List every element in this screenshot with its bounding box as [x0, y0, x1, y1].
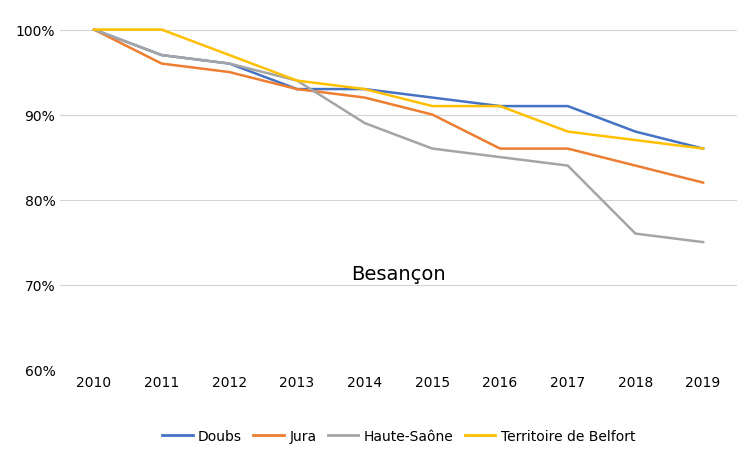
Territoire de Belfort [225, 53, 234, 59]
Jura [699, 180, 708, 186]
Doubs [496, 104, 505, 110]
Territoire de Belfort [563, 129, 572, 135]
Doubs [89, 28, 99, 33]
Jura [89, 28, 99, 33]
Line: Territoire de Belfort: Territoire de Belfort [94, 31, 703, 149]
Jura [496, 147, 505, 152]
Haute-Saône [360, 121, 369, 127]
Haute-Saône [428, 147, 437, 152]
Jura [293, 87, 302, 92]
Doubs [699, 147, 708, 152]
Line: Doubs: Doubs [94, 31, 703, 149]
Jura [157, 62, 166, 67]
Haute-Saône [89, 28, 99, 33]
Jura [360, 96, 369, 101]
Haute-Saône [563, 164, 572, 169]
Haute-Saône [496, 155, 505, 161]
Doubs [563, 104, 572, 110]
Territoire de Belfort [293, 78, 302, 84]
Line: Jura: Jura [94, 31, 703, 183]
Haute-Saône [293, 78, 302, 84]
Doubs [360, 87, 369, 92]
Legend: Doubs, Jura, Haute-Saône, Territoire de Belfort: Doubs, Jura, Haute-Saône, Territoire de … [156, 423, 641, 448]
Jura [563, 147, 572, 152]
Text: Besançon: Besançon [351, 264, 446, 283]
Territoire de Belfort [157, 28, 166, 33]
Line: Haute-Saône: Haute-Saône [94, 31, 703, 243]
Haute-Saône [225, 62, 234, 67]
Territoire de Belfort [360, 87, 369, 92]
Doubs [631, 129, 640, 135]
Jura [225, 70, 234, 76]
Territoire de Belfort [89, 28, 99, 33]
Territoire de Belfort [699, 147, 708, 152]
Jura [428, 113, 437, 118]
Territoire de Belfort [428, 104, 437, 110]
Doubs [293, 87, 302, 92]
Doubs [225, 62, 234, 67]
Doubs [428, 96, 437, 101]
Haute-Saône [157, 53, 166, 59]
Doubs [157, 53, 166, 59]
Jura [631, 164, 640, 169]
Haute-Saône [631, 231, 640, 237]
Haute-Saône [699, 240, 708, 245]
Territoire de Belfort [631, 138, 640, 143]
Territoire de Belfort [496, 104, 505, 110]
